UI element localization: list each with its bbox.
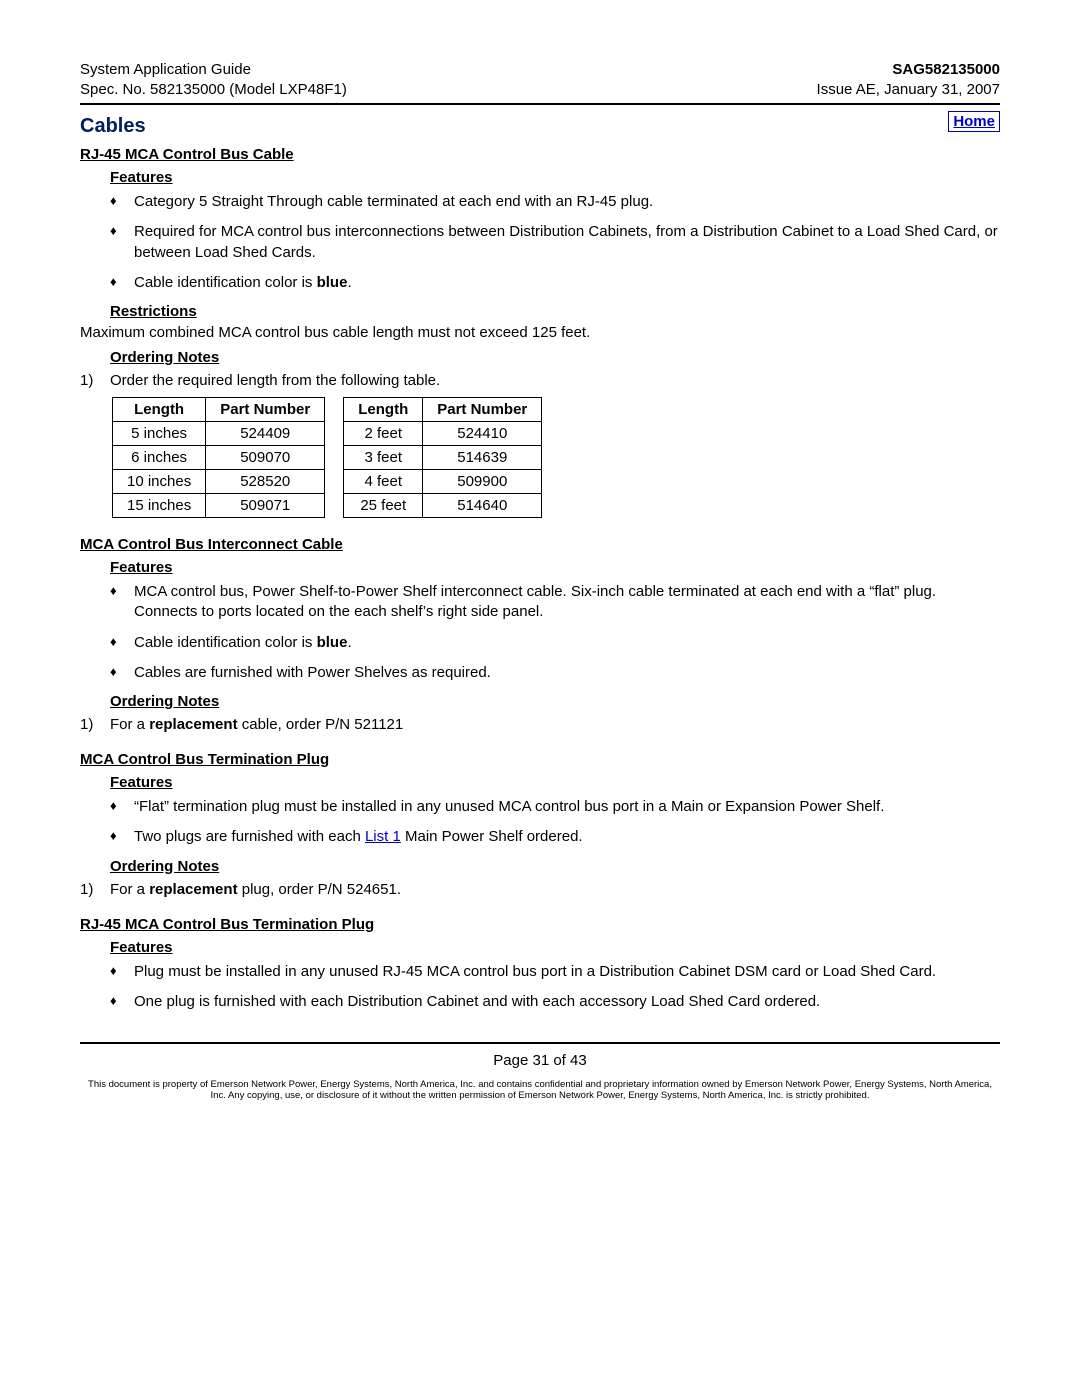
list-item: Cable identification color is blue. bbox=[110, 633, 1000, 653]
ordering-note-text: Order the required length from the follo… bbox=[110, 372, 440, 389]
list-item: Cable identification color is blue. bbox=[110, 273, 1000, 293]
ordering-note-item: 1) For a replacement plug, order P/N 524… bbox=[80, 881, 1000, 898]
list-item: “Flat” termination plug must be installe… bbox=[110, 797, 1000, 817]
table-cell: 5 inches bbox=[113, 422, 206, 446]
bold-text: blue bbox=[317, 634, 348, 651]
bold-text: replacement bbox=[149, 716, 237, 733]
restrictions-label: Restrictions bbox=[110, 303, 1000, 320]
text: Main Power Shelf ordered. bbox=[401, 828, 583, 845]
header-left-line2: Spec. No. 582135000 (Model LXP48F1) bbox=[80, 80, 347, 100]
bold-text: replacement bbox=[149, 881, 237, 898]
table-header: Length bbox=[344, 398, 423, 422]
list-item: Required for MCA control bus interconnec… bbox=[110, 222, 1000, 263]
parts-table-left: Length Part Number 5 inches524409 6 inch… bbox=[112, 397, 325, 518]
table-cell: 25 feet bbox=[344, 494, 423, 518]
table-cell: 509900 bbox=[423, 470, 542, 494]
restrictions-text: Maximum combined MCA control bus cable l… bbox=[80, 324, 1000, 341]
table-cell: 3 feet bbox=[344, 446, 423, 470]
term-plug-title: MCA Control Bus Termination Plug bbox=[80, 751, 1000, 768]
table-cell: 528520 bbox=[206, 470, 325, 494]
home-link-label: Home bbox=[953, 113, 995, 130]
table-cell: 15 inches bbox=[113, 494, 206, 518]
table-cell: 524410 bbox=[423, 422, 542, 446]
term-plug-features-label: Features bbox=[110, 774, 1000, 791]
ordering-note-text: For a replacement plug, order P/N 524651… bbox=[110, 881, 401, 898]
table-header: Part Number bbox=[206, 398, 325, 422]
ordering-note-text: For a replacement cable, order P/N 52112… bbox=[110, 716, 403, 733]
ordering-note-item: 1) For a replacement cable, order P/N 52… bbox=[80, 716, 1000, 733]
table-header: Part Number bbox=[423, 398, 542, 422]
list-item: Two plugs are furnished with each List 1… bbox=[110, 827, 1000, 847]
table-cell: 509071 bbox=[206, 494, 325, 518]
term-plug-features-list: “Flat” termination plug must be installe… bbox=[80, 797, 1000, 848]
interconnect-ordering-label: Ordering Notes bbox=[110, 693, 1000, 710]
table-cell: 10 inches bbox=[113, 470, 206, 494]
interconnect-features-list: MCA control bus, Power Shelf-to-Power Sh… bbox=[80, 582, 1000, 683]
list-item: Plug must be installed in any unused RJ-… bbox=[110, 962, 1000, 982]
table-cell: 6 inches bbox=[113, 446, 206, 470]
text: cable, order P/N 521121 bbox=[238, 716, 404, 733]
section-title: Cables bbox=[80, 115, 1000, 138]
table-header: Length bbox=[113, 398, 206, 422]
header-right-sag: SAG582135000 bbox=[817, 60, 1000, 80]
list-item: MCA control bus, Power Shelf-to-Power Sh… bbox=[110, 582, 1000, 623]
rj45-term-title: RJ-45 MCA Control Bus Termination Plug bbox=[80, 916, 1000, 933]
list-item: Category 5 Straight Through cable termin… bbox=[110, 192, 1000, 212]
table-cell: 524409 bbox=[206, 422, 325, 446]
page-number: Page 31 of 43 bbox=[80, 1052, 1000, 1069]
disclaimer-text: This document is property of Emerson Net… bbox=[80, 1079, 1000, 1103]
rj45-term-features-label: Features bbox=[110, 939, 1000, 956]
header-left-line1: System Application Guide bbox=[80, 60, 347, 80]
table-cell: 509070 bbox=[206, 446, 325, 470]
table-cell: 2 feet bbox=[344, 422, 423, 446]
text: Cable identification color is bbox=[134, 634, 317, 651]
list-item: One plug is furnished with each Distribu… bbox=[110, 992, 1000, 1012]
document-header: System Application Guide Spec. No. 58213… bbox=[80, 60, 1000, 99]
ordering-note-item: 1) Order the required length from the fo… bbox=[80, 372, 1000, 389]
home-button[interactable]: Home bbox=[948, 111, 1000, 132]
term-plug-ordering-label: Ordering Notes bbox=[110, 858, 1000, 875]
rj45-features-label: Features bbox=[110, 169, 1000, 186]
bold-text: blue bbox=[317, 274, 348, 291]
table-cell: 4 feet bbox=[344, 470, 423, 494]
text: plug, order P/N 524651. bbox=[238, 881, 401, 898]
text: For a bbox=[110, 881, 149, 898]
interconnect-title: MCA Control Bus Interconnect Cable bbox=[80, 536, 1000, 553]
rj45-cable-title: RJ-45 MCA Control Bus Cable bbox=[80, 146, 1000, 163]
rj45-term-features-list: Plug must be installed in any unused RJ-… bbox=[80, 962, 1000, 1013]
header-right-issue: Issue AE, January 31, 2007 bbox=[817, 80, 1000, 100]
ordering-notes-label: Ordering Notes bbox=[110, 349, 1000, 366]
list-number: 1) bbox=[80, 716, 110, 733]
text: Cable identification color is bbox=[134, 274, 317, 291]
list-number: 1) bbox=[80, 372, 110, 389]
parts-table-right: Length Part Number 2 feet524410 3 feet51… bbox=[343, 397, 542, 518]
list1-link[interactable]: List 1 bbox=[365, 828, 401, 845]
interconnect-features-label: Features bbox=[110, 559, 1000, 576]
footer-divider bbox=[80, 1042, 1000, 1044]
rj45-features-list: Category 5 Straight Through cable termin… bbox=[80, 192, 1000, 293]
header-divider bbox=[80, 103, 1000, 105]
table-cell: 514639 bbox=[423, 446, 542, 470]
text: Two plugs are furnished with each bbox=[134, 828, 365, 845]
text: . bbox=[347, 634, 351, 651]
table-cell: 514640 bbox=[423, 494, 542, 518]
text: . bbox=[347, 274, 351, 291]
text: For a bbox=[110, 716, 149, 733]
list-number: 1) bbox=[80, 881, 110, 898]
list-item: Cables are furnished with Power Shelves … bbox=[110, 663, 1000, 683]
